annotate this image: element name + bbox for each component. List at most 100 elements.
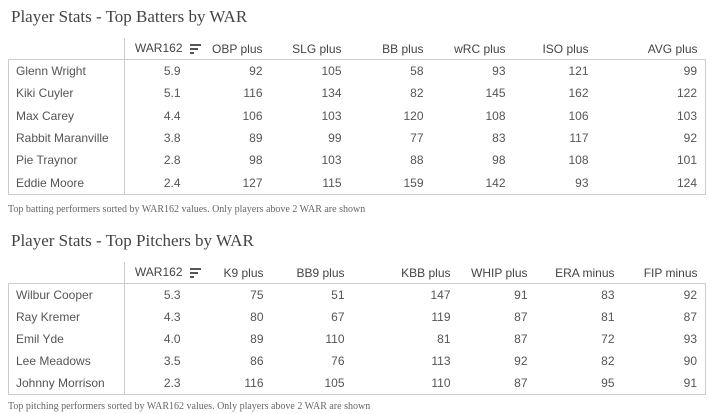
stat-cell: 88: [410, 153, 424, 168]
stat-cell: 103: [596, 104, 706, 127]
stat-cell: 113: [431, 354, 451, 368]
stat-cell: 82: [601, 354, 615, 368]
stat-cell: 105: [271, 372, 353, 395]
column-header[interactable]: OBP plus: [208, 38, 271, 60]
column-header[interactable]: wRC plus: [431, 38, 514, 60]
stat-cell: 92: [249, 64, 263, 79]
stat-cell: 5.9: [163, 64, 181, 79]
stat-cell: 122: [596, 82, 706, 105]
stat-cell: 87: [514, 332, 528, 346]
pitching-caption: Top pitching performers sorted by WAR162…: [8, 401, 371, 412]
table-row: Glenn Wright 5.9 92 105 58 93 121 99: [8, 59, 706, 83]
column-header-label: ERA minus: [555, 265, 615, 280]
stat-cell: 2.3: [124, 372, 209, 395]
stat-cell: 3.8: [163, 131, 181, 146]
sort-descending-icon[interactable]: [189, 266, 201, 280]
name-column-header[interactable]: [8, 262, 125, 284]
column-header[interactable]: WAR162: [124, 262, 209, 284]
player-name-cell: Eddie Moore: [8, 171, 125, 195]
column-header[interactable]: ERA minus: [535, 262, 623, 284]
column-header[interactable]: KBB plus: [352, 262, 459, 284]
column-header[interactable]: SLG plus: [270, 38, 350, 60]
stat-cell: 92: [596, 126, 706, 150]
player-name-cell: Emil Yde: [8, 328, 125, 350]
stat-cell: 75: [250, 288, 264, 302]
player-name-cell: Ray Kremer: [8, 306, 125, 328]
stat-cell: 103: [321, 108, 342, 123]
sort-descending-icon[interactable]: [189, 42, 201, 56]
player-name-cell: Kiki Cuyler: [8, 82, 125, 105]
stat-cell: 106: [242, 108, 263, 123]
column-header-label: wRC plus: [454, 41, 506, 56]
table-row: Ray Kremer 4.3 80 67 119 87 81 87: [8, 306, 706, 328]
stat-cell: 99: [596, 59, 706, 83]
pitching-table: WAR162 K9 plus BB9 plus KBB plus WHIP plus ER…: [8, 262, 706, 395]
table-row: Kiki Cuyler 5.1 116 134 82 145 162 122: [8, 82, 706, 105]
name-column-header[interactable]: [8, 38, 125, 60]
stat-cell: 145: [485, 86, 506, 101]
column-header[interactable]: WHIP plus: [458, 262, 536, 284]
column-header[interactable]: BB plus: [349, 38, 432, 60]
stat-cell: 91: [622, 372, 706, 395]
stat-cell: 117: [569, 131, 589, 146]
stat-cell: 5.3: [163, 288, 181, 302]
table-row: Pie Traynor 2.8 98 103 88 98 108 101: [8, 149, 706, 172]
player-name-cell: Johnny Morrison: [8, 372, 125, 395]
stat-cell: 134: [321, 86, 342, 101]
stat-cell: 87: [514, 310, 528, 324]
stat-cell: 147: [430, 288, 451, 302]
stat-cell: 4.4: [163, 108, 181, 123]
column-header-label: BB plus: [382, 41, 424, 56]
column-header[interactable]: WAR162: [124, 38, 209, 60]
stat-cell: 115: [270, 171, 350, 195]
player-name-cell: Lee Meadows: [8, 350, 125, 372]
column-header[interactable]: ISO plus: [513, 38, 597, 60]
stat-cell: 99: [328, 131, 342, 146]
stat-cell: 93: [622, 328, 706, 350]
stat-cell: 121: [568, 64, 589, 79]
stat-cell: 58: [410, 64, 424, 79]
column-header[interactable]: AVG plus: [596, 38, 706, 60]
column-header[interactable]: K9 plus: [208, 262, 272, 284]
stat-cell: 116: [243, 86, 263, 101]
stat-cell: 80: [250, 310, 264, 324]
stat-cell: 98: [492, 153, 506, 168]
column-header[interactable]: BB9 plus: [271, 262, 353, 284]
stat-cell: 105: [321, 64, 342, 79]
column-header-label: FIP minus: [643, 265, 698, 280]
table-row: Wilbur Cooper 5.3 75 51 147 91 83 92: [8, 283, 706, 306]
table-row: Rabbit Maranville 3.8 89 99 77 83 117 92: [8, 126, 706, 150]
column-header-label: ISO plus: [542, 41, 589, 56]
batting-title: Player Stats - Top Batters by WAR: [11, 7, 248, 26]
stat-cell: 87: [458, 372, 536, 395]
column-header[interactable]: FIP minus: [622, 262, 706, 284]
stat-cell: 83: [492, 131, 506, 146]
pitching-title: Player Stats - Top Pitchers by WAR: [11, 231, 254, 250]
player-name-cell: Pie Traynor: [8, 149, 125, 172]
stat-cell: 72: [601, 332, 615, 346]
stat-cell: 110: [325, 332, 345, 346]
stat-cell: 89: [250, 332, 264, 346]
stat-cell: 110: [352, 372, 459, 395]
stat-cell: 81: [437, 332, 451, 346]
stat-cell: 92: [622, 283, 706, 306]
stat-cell: 120: [403, 108, 424, 123]
stat-cell: 108: [568, 153, 589, 168]
stat-cell: 93: [492, 64, 506, 79]
stat-cell: 162: [568, 86, 589, 101]
batting-caption: Top batting performers sorted by WAR162 …: [8, 204, 366, 215]
stat-cell: 67: [331, 310, 345, 324]
column-header-label: OBP plus: [212, 41, 263, 56]
column-header-label: WAR162: [134, 265, 183, 280]
stat-cell: 4.3: [163, 310, 181, 324]
stat-cell: 5.1: [163, 86, 181, 101]
stat-cell: 2.8: [163, 153, 181, 168]
column-header-label: K9 plus: [223, 265, 264, 280]
stat-cell: 119: [431, 310, 451, 324]
stat-cell: 3.5: [163, 354, 181, 368]
stat-cell: 51: [331, 288, 345, 302]
table-row: Lee Meadows 3.5 86 76 113 92 82 90: [8, 350, 706, 372]
stat-cell: 4.0: [163, 332, 181, 346]
stat-cell: 91: [514, 288, 528, 302]
stat-cell: 82: [410, 86, 424, 101]
